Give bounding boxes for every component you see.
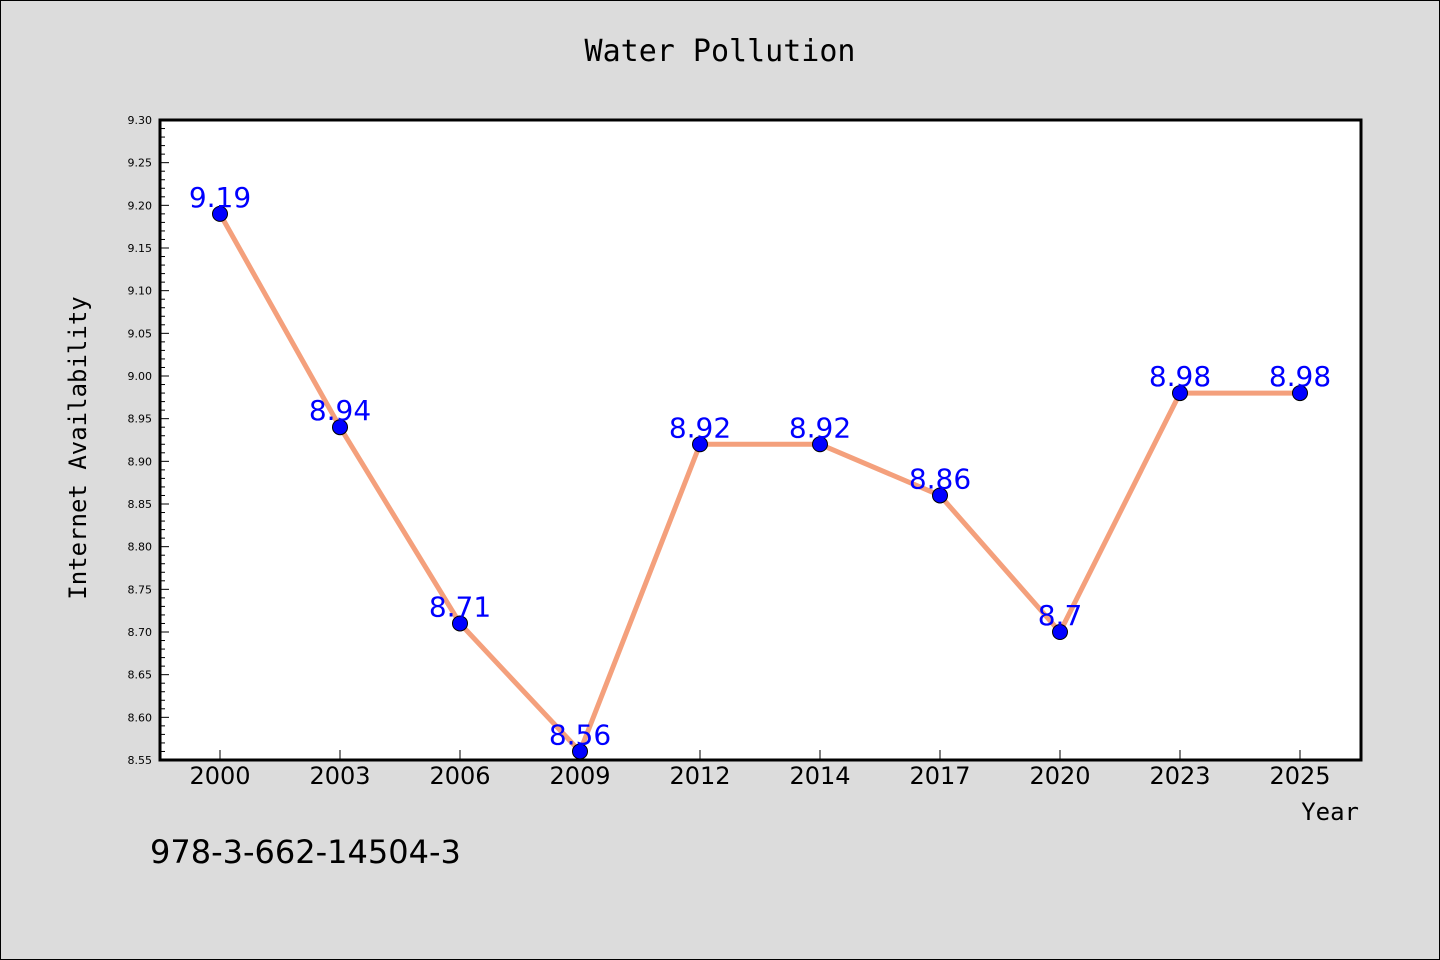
x-tick-label: 2006 [429,762,490,790]
data-point [1052,624,1068,640]
x-tick-label: 2012 [669,762,730,790]
y-tick-label: 8.85 [128,498,153,511]
data-point [1172,385,1188,402]
data-point [932,487,948,504]
y-axis-title: Internet Availability [64,296,92,599]
y-tick-label: 9.15 [128,242,153,255]
data-label: 8.92 [669,411,731,444]
y-tick-label: 8.70 [128,626,153,639]
x-tick-label: 2025 [1269,762,1330,790]
plot-area [158,118,1363,762]
x-tick-label: 2014 [789,762,850,790]
data-point [572,743,588,760]
x-tick-label: 2023 [1149,762,1210,790]
x-tick-label: 2020 [1029,762,1090,790]
y-tick-label: 8.95 [128,413,153,426]
y-tick-label: 9.10 [128,285,153,298]
data-label: 8.86 [909,462,971,495]
y-tick-label: 9.00 [128,370,153,383]
x-tick-label: 2017 [909,762,970,790]
data-point [812,436,828,453]
data-point [212,205,228,222]
y-tick-label: 8.60 [128,711,153,724]
x-tick-label: 2000 [189,762,250,790]
y-axis-ticks: 8.55 8.60 8.65 8.70 8.75 8.80 8.85 8.90 8.95 9.00… [128,114,169,767]
data-label: 8.71 [429,590,491,623]
chart-title: Water Pollution [584,34,856,69]
y-tick-label: 9.20 [128,199,153,212]
y-tick-label: 8.55 [128,754,153,767]
data-point [452,615,468,632]
data-point [332,419,348,436]
x-axis-ticks: 2000 2003 2006 2009 2012 2014 2017 2020 2023 2025 [189,750,1331,790]
data-point [1292,385,1308,402]
isbn-annotation: 978-3-662-14504-3 [150,833,461,871]
y-tick-label: 8.80 [128,541,153,554]
series-group: 9.19 8.94 8.71 8.56 8.92 8.92 8.86 8.7 8.98 8.98 [189,181,1331,760]
data-label: 8.92 [789,411,851,444]
y-tick-label: 9.30 [128,114,153,127]
y-tick-label: 9.05 [128,327,153,340]
data-label: 9.19 [189,181,251,214]
data-label: 8.98 [1149,360,1211,393]
y-tick-label: 8.90 [128,455,153,468]
data-label: 8.56 [549,718,611,751]
data-label: 8.98 [1269,360,1331,393]
x-tick-label: 2009 [549,762,610,790]
series-line [217,212,1300,754]
y-tick-label: 8.65 [128,669,153,682]
y-tick-label: 9.25 [128,157,153,170]
x-axis-title: Year [1301,798,1359,826]
data-label: 8.94 [309,394,371,427]
y-tick-label: 8.75 [128,583,153,596]
x-tick-label: 2003 [309,762,370,790]
data-label: 8.7 [1038,599,1083,632]
data-point [692,436,708,453]
